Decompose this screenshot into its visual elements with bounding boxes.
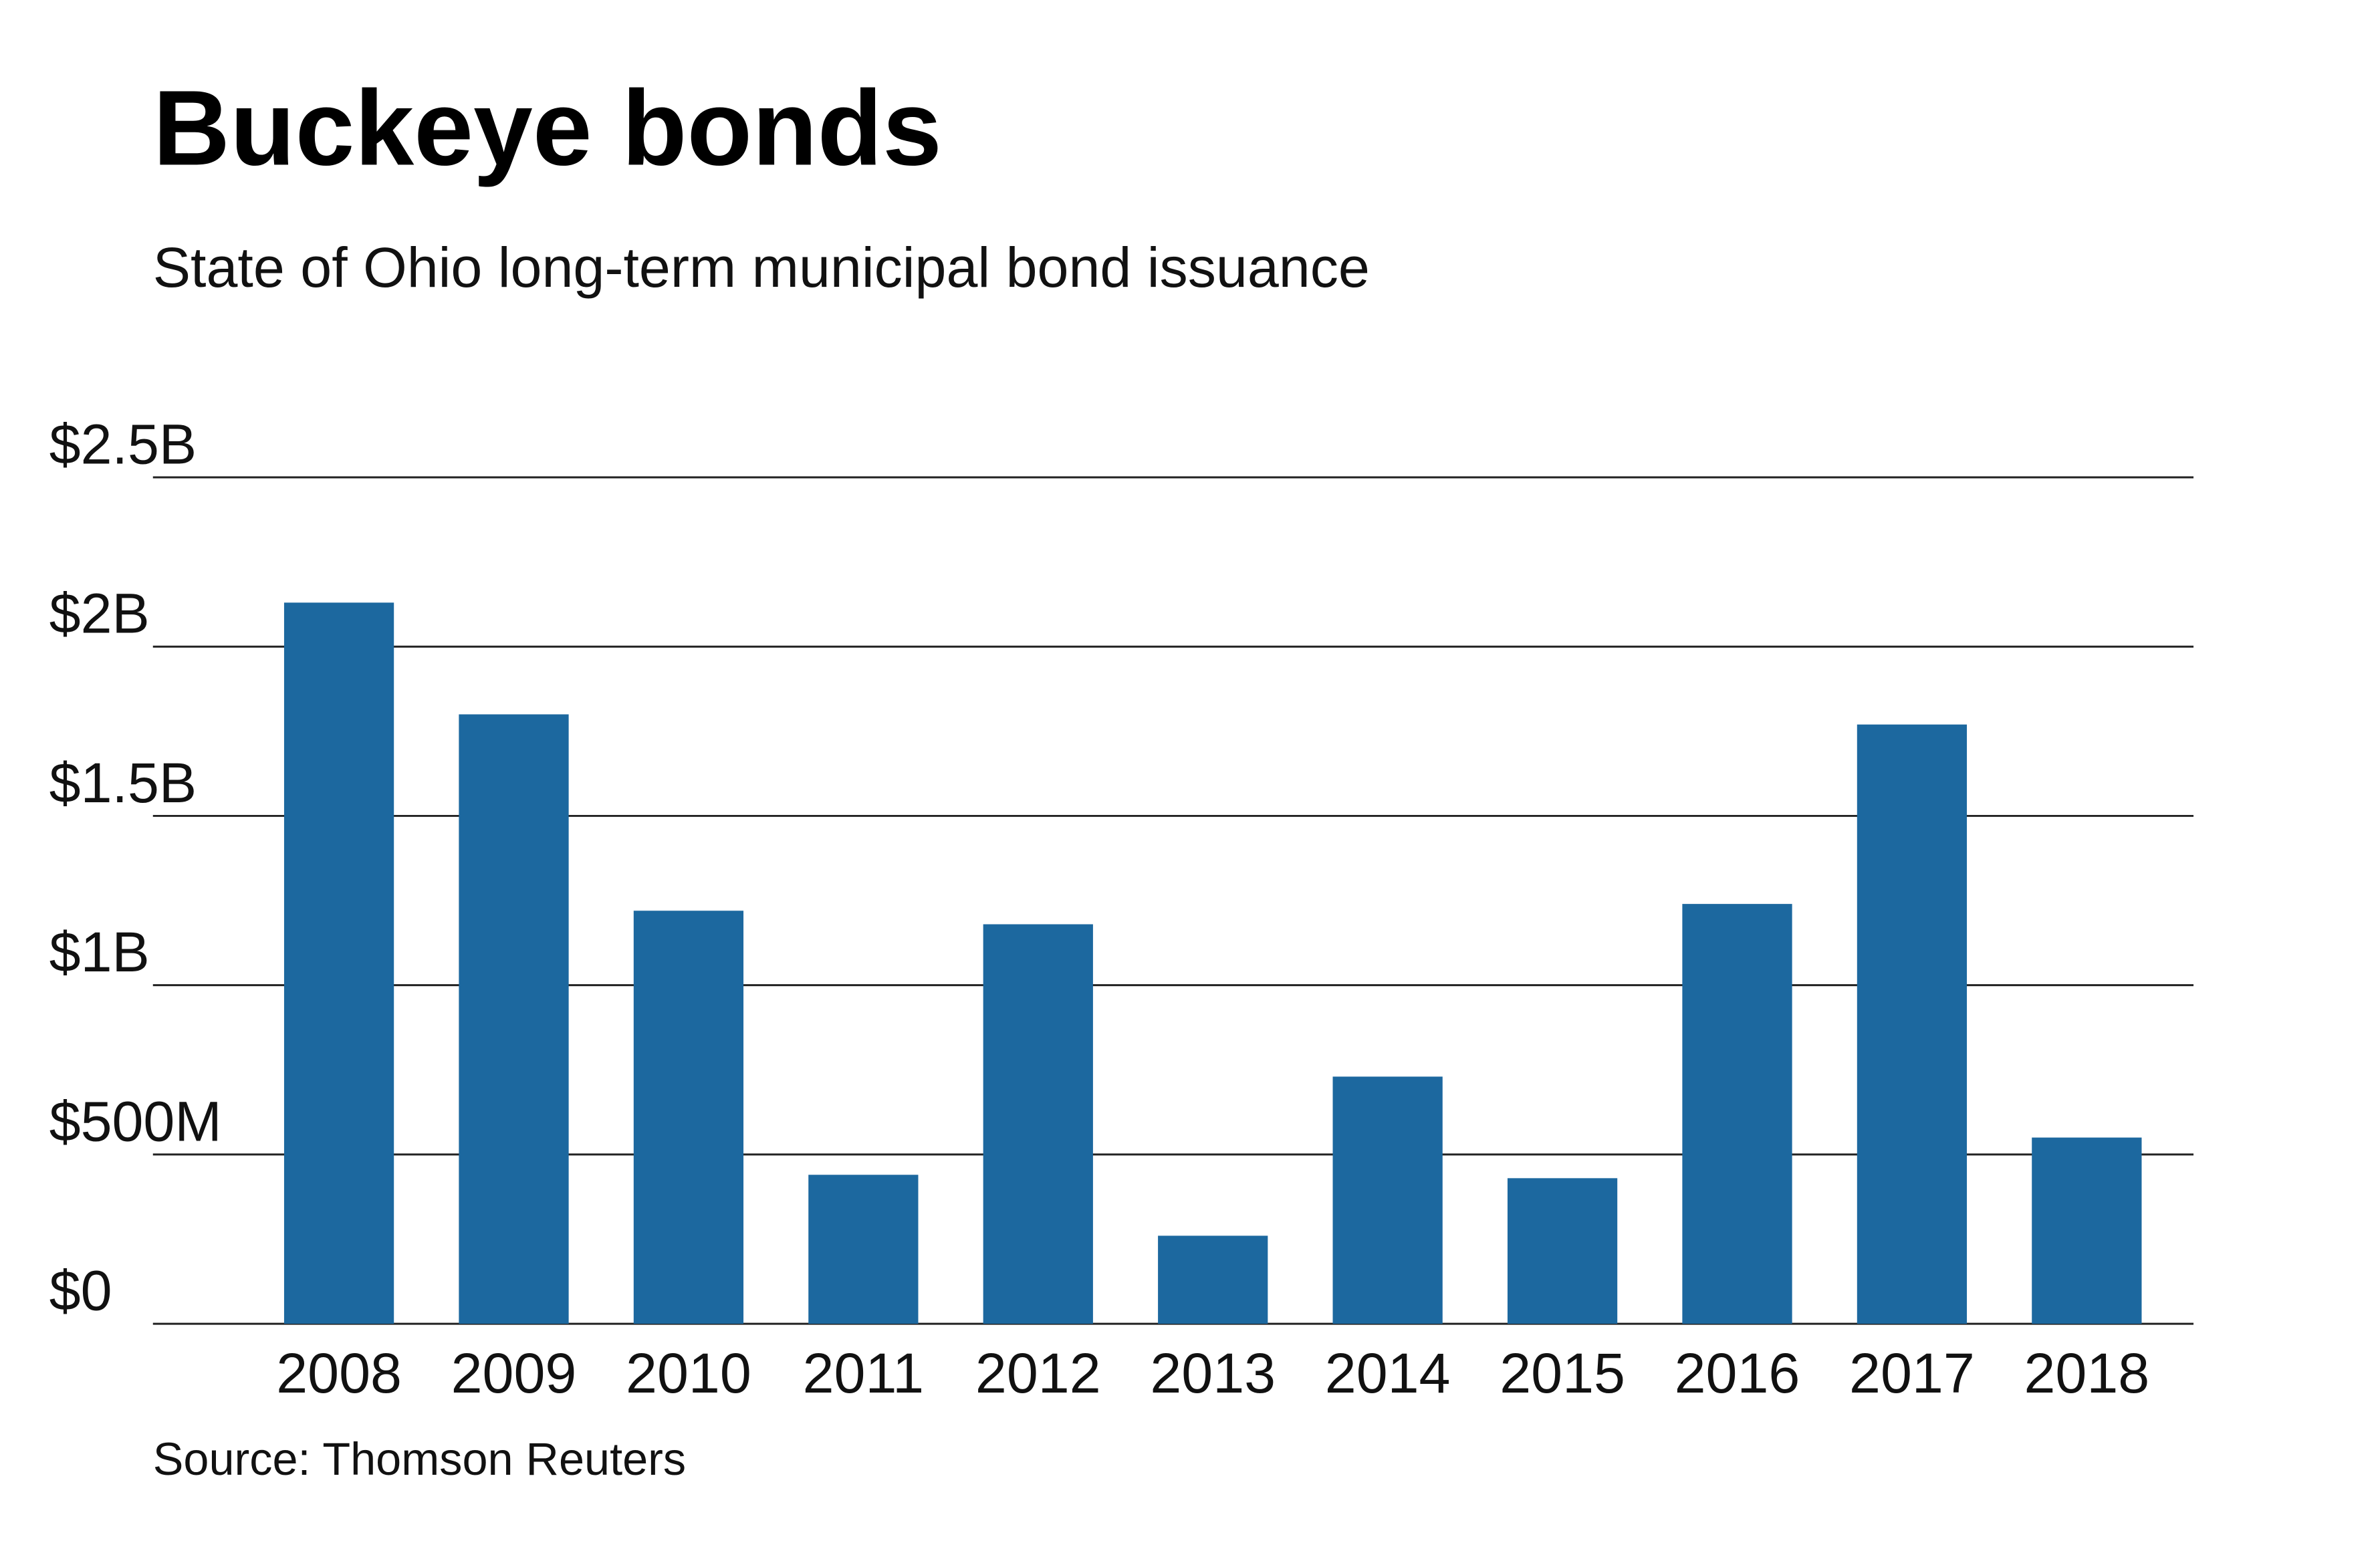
bars	[283, 602, 2142, 1324]
x-tick-label: 2016	[1675, 1342, 1800, 1405]
x-tick-label: 2014	[1325, 1342, 1451, 1405]
x-tick-label: 2012	[975, 1342, 1101, 1405]
bar-2014	[1332, 1076, 1443, 1324]
source-note: Source: Thomson Reuters	[153, 1433, 686, 1485]
y-tick-label: $0	[49, 1260, 112, 1322]
x-tick-label: 2010	[626, 1342, 751, 1405]
bar-2015	[1507, 1178, 1618, 1324]
x-tick-label: 2011	[803, 1342, 924, 1405]
bar-2010	[633, 911, 744, 1324]
chart-subtitle: State of Ohio long-term municipal bond i…	[153, 236, 1370, 299]
bar-2011	[808, 1175, 919, 1324]
x-axis-labels: 2008 2009 2010 2011 2012 2013 2014 2015 2016 2017…	[276, 1342, 2149, 1405]
chart-title: Buckeye bonds	[153, 68, 942, 187]
gridlines: $0 $500M $1B $1.5B $2B $2.5B	[49, 412, 2194, 1325]
bar-2012	[983, 924, 1093, 1324]
y-tick-label: $2B	[49, 582, 150, 645]
x-tick-label: 2013	[1150, 1342, 1276, 1405]
bar-2018	[2032, 1137, 2142, 1324]
x-tick-label: 2017	[1849, 1342, 1975, 1405]
bar-2009	[459, 714, 569, 1324]
x-tick-label: 2009	[451, 1342, 577, 1405]
bar-2017	[1857, 724, 1968, 1324]
bar-2016	[1682, 904, 1792, 1324]
y-tick-label: $500M	[49, 1090, 222, 1153]
y-tick-label: $1.5B	[49, 751, 197, 814]
y-tick-label: $2.5B	[49, 412, 197, 475]
bar-2013	[1158, 1235, 1268, 1324]
x-tick-label: 2008	[276, 1342, 402, 1405]
x-tick-label: 2015	[1500, 1342, 1625, 1405]
y-tick-label: $1B	[49, 921, 150, 983]
x-tick-label: 2018	[2024, 1342, 2149, 1405]
bar-2008	[283, 602, 394, 1324]
